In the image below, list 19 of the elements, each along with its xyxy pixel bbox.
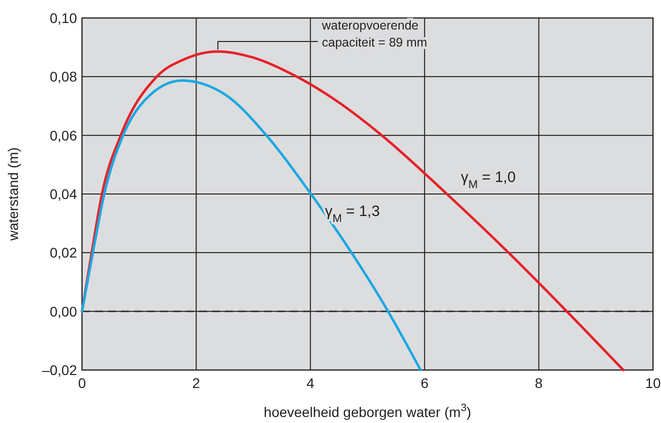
series-label: γ$_{M}$ = 1,0 — [460, 169, 516, 191]
y-tick-label: 0,10 — [50, 10, 78, 26]
y-tick-label: 0,06 — [50, 127, 78, 144]
x-tick-label: 0 — [78, 375, 86, 391]
y-axis-title: waterstand (m) — [5, 147, 21, 242]
y-tick-label: 0,00 — [50, 303, 78, 320]
line-series — [80, 50, 625, 372]
y-tick-label: 0,02 — [50, 244, 78, 261]
series-label: γ$_{M}$ = 1,3 — [324, 203, 380, 225]
x-tick-label: 2 — [192, 375, 200, 391]
x-tick-label: 6 — [420, 375, 429, 391]
y-tick-label: 0,04 — [50, 186, 78, 202]
x-tick-label: 8 — [534, 375, 543, 391]
x-axis-title: hoeveelheid geborgen water (m$^{3}$) — [264, 402, 472, 420]
y-tick-label: –0,02 — [42, 362, 78, 378]
x-tick-label: 10 — [645, 375, 661, 391]
line-series — [80, 79, 422, 372]
x-tick-label: 4 — [306, 375, 314, 391]
y-tick-label: 0,08 — [50, 68, 78, 85]
